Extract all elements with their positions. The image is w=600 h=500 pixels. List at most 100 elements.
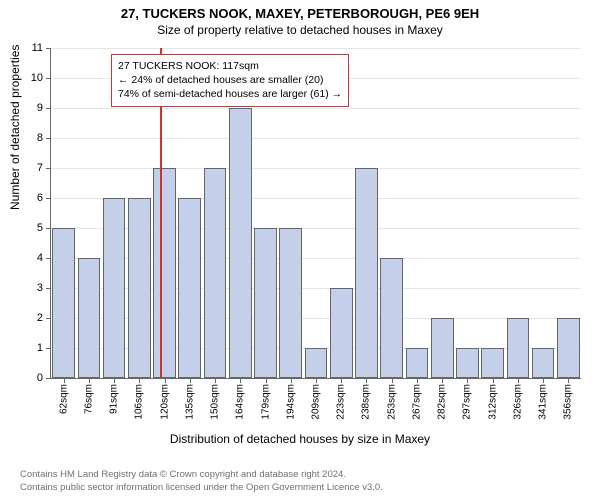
y-tick-label: 1	[37, 342, 43, 354]
y-tick	[46, 108, 51, 109]
chart-container: 27, TUCKERS NOOK, MAXEY, PETERBOROUGH, P…	[0, 0, 600, 500]
x-tick	[316, 378, 317, 383]
y-tick	[46, 168, 51, 169]
y-tick	[46, 138, 51, 139]
x-tick	[442, 378, 443, 383]
bar	[380, 258, 403, 378]
bar	[229, 108, 252, 378]
bar	[128, 198, 151, 378]
x-tick	[543, 378, 544, 383]
footer-line-1: Contains HM Land Registry data © Crown c…	[20, 469, 383, 481]
x-tick-label: 209sqm	[311, 384, 322, 420]
bar	[254, 228, 277, 378]
gridline	[51, 48, 581, 49]
bar	[103, 198, 126, 378]
footer-attribution: Contains HM Land Registry data © Crown c…	[20, 469, 383, 494]
x-tick	[64, 378, 65, 383]
x-tick-label: 135sqm	[184, 384, 195, 420]
bar	[557, 318, 580, 378]
bar	[330, 288, 353, 378]
x-tick-label: 282sqm	[437, 384, 448, 420]
bar	[456, 348, 479, 378]
y-tick-label: 7	[37, 162, 43, 174]
y-tick-label: 8	[37, 132, 43, 144]
x-tick	[266, 378, 267, 383]
x-tick-label: 341sqm	[538, 384, 549, 420]
x-tick	[240, 378, 241, 383]
gridline	[51, 168, 581, 169]
x-tick	[467, 378, 468, 383]
y-tick-label: 4	[37, 252, 43, 264]
x-tick-label: 297sqm	[462, 384, 473, 420]
x-tick-label: 356sqm	[563, 384, 574, 420]
x-axis-title: Distribution of detached houses by size …	[0, 432, 600, 446]
x-tick-label: 91sqm	[109, 384, 120, 414]
x-tick	[568, 378, 569, 383]
bar	[153, 168, 176, 378]
y-tick-label: 9	[37, 102, 43, 114]
x-tick	[114, 378, 115, 383]
x-tick-label: 223sqm	[336, 384, 347, 420]
x-tick	[417, 378, 418, 383]
x-tick-label: 150sqm	[210, 384, 221, 420]
x-tick	[341, 378, 342, 383]
x-tick	[89, 378, 90, 383]
bar	[52, 228, 75, 378]
y-tick	[46, 348, 51, 349]
bar	[78, 258, 101, 378]
y-tick-label: 2	[37, 312, 43, 324]
y-tick	[46, 318, 51, 319]
y-tick-label: 5	[37, 222, 43, 234]
x-tick-label: 312sqm	[487, 384, 498, 420]
y-tick	[46, 288, 51, 289]
y-tick-label: 6	[37, 192, 43, 204]
bar	[406, 348, 429, 378]
bar	[305, 348, 328, 378]
gridline	[51, 138, 581, 139]
y-tick-label: 0	[37, 372, 43, 384]
x-tick-label: 164sqm	[235, 384, 246, 420]
chart-title: 27, TUCKERS NOOK, MAXEY, PETERBOROUGH, P…	[0, 0, 600, 21]
x-tick	[366, 378, 367, 383]
bar	[355, 168, 378, 378]
y-tick-label: 3	[37, 282, 43, 294]
y-tick-label: 11	[32, 42, 43, 54]
y-tick	[46, 378, 51, 379]
plot-area: 27 TUCKERS NOOK: 117sqm← 24% of detached…	[50, 48, 581, 379]
x-tick-label: 179sqm	[260, 384, 271, 420]
annotation-line: ← 24% of detached houses are smaller (20…	[118, 73, 342, 87]
y-axis-title: Number of detached properties	[8, 45, 22, 210]
bar	[178, 198, 201, 378]
annotation-line: 27 TUCKERS NOOK: 117sqm	[118, 59, 342, 73]
bar	[507, 318, 530, 378]
bar	[481, 348, 504, 378]
x-tick-label: 106sqm	[134, 384, 145, 420]
x-tick-label: 253sqm	[386, 384, 397, 420]
x-tick-label: 194sqm	[285, 384, 296, 420]
bar	[431, 318, 454, 378]
bar	[279, 228, 302, 378]
y-tick	[46, 198, 51, 199]
footer-line-2: Contains public sector information licen…	[20, 482, 383, 494]
annotation-box: 27 TUCKERS NOOK: 117sqm← 24% of detached…	[111, 54, 349, 107]
y-tick-label: 10	[31, 72, 43, 84]
x-tick	[493, 378, 494, 383]
x-tick-label: 326sqm	[512, 384, 523, 420]
y-tick	[46, 48, 51, 49]
bar	[532, 348, 555, 378]
y-tick	[46, 228, 51, 229]
y-tick	[46, 258, 51, 259]
x-tick	[139, 378, 140, 383]
bar	[204, 168, 227, 378]
x-tick	[392, 378, 393, 383]
x-tick	[215, 378, 216, 383]
x-tick-label: 238sqm	[361, 384, 372, 420]
x-tick-label: 62sqm	[58, 384, 69, 414]
x-tick	[518, 378, 519, 383]
x-tick	[190, 378, 191, 383]
annotation-line: 74% of semi-detached houses are larger (…	[118, 87, 342, 101]
x-tick	[165, 378, 166, 383]
y-tick	[46, 78, 51, 79]
x-tick-label: 120sqm	[159, 384, 170, 420]
chart-subtitle: Size of property relative to detached ho…	[0, 21, 600, 37]
